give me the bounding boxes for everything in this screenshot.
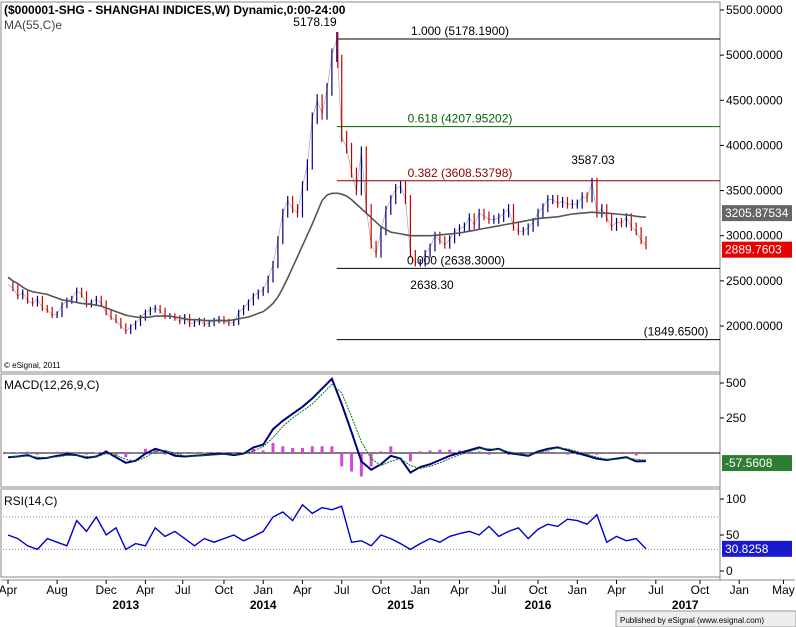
- x-month-label: Apr: [293, 583, 312, 597]
- price-tick-label: 5500.0000: [726, 3, 783, 17]
- rsi-tick-label: 50: [726, 528, 740, 542]
- ma-line: [7, 192, 647, 322]
- x-month-label: Dec: [95, 583, 116, 597]
- panel-frame-2: [0, 488, 721, 578]
- rsi-value-tag: 30.8258: [725, 542, 769, 556]
- x-year-label: 2014: [250, 598, 277, 612]
- price-annotation: 2638.30: [410, 278, 454, 292]
- price-tick-label: 2500.0000: [726, 274, 783, 288]
- price-tick-label: 3500.0000: [726, 184, 783, 198]
- x-month-label: Apr: [0, 583, 17, 597]
- x-month-label: Jan: [730, 583, 749, 597]
- x-month-label: Oct: [529, 583, 548, 597]
- x-month-label: Oct: [372, 583, 391, 597]
- rsi-tick-label: 0: [726, 564, 733, 578]
- x-month-label: Apr: [607, 583, 626, 597]
- price-annotation: 5178.19: [293, 15, 337, 29]
- copyright-text: © eSignal, 2011: [4, 361, 61, 370]
- x-month-label: Apr: [136, 583, 155, 597]
- macd-line: [7, 377, 647, 474]
- close-value-tag-bg: [722, 241, 792, 258]
- x-month-label: Oct: [215, 583, 234, 597]
- x-month-label: Jan: [254, 583, 273, 597]
- ma-value-tag: 3205.87534: [725, 206, 789, 220]
- signal-line: [7, 383, 647, 469]
- price-annotation: 3587.03: [571, 153, 615, 167]
- macd-value-tag-bg: [722, 455, 792, 472]
- panel-frame-0: [0, 1, 721, 373]
- footer-text: Published by eSignal (www.esignal.com): [620, 616, 764, 625]
- ma-label: MA(55,C)e: [4, 18, 62, 32]
- x-month-label: Jul: [175, 583, 190, 597]
- price-tick-label: 5000.0000: [726, 48, 783, 62]
- fib-level-label: 0.000 (2638.3000): [407, 253, 505, 267]
- x-year-label: 2017: [672, 598, 699, 612]
- x-month-label: Jul: [491, 583, 506, 597]
- price-tick-label: 4000.0000: [726, 138, 783, 152]
- close-value-tag: 2889.7603: [725, 243, 782, 257]
- price-chart-title: ($000001-SHG - SHANGHAI INDICES,W) Dynam…: [4, 3, 346, 17]
- footer-box: [615, 610, 796, 627]
- x-month-label: Apr: [450, 583, 469, 597]
- macd-tick-label: 250: [726, 411, 746, 425]
- x-month-label: Oct: [691, 583, 710, 597]
- price-tick-label: 2000.0000: [726, 319, 783, 333]
- x-month-label: Jan: [411, 583, 430, 597]
- macd-panel-title: MACD(12,26,9,C): [4, 378, 99, 392]
- rsi-tick-label: 100: [726, 492, 746, 506]
- rsi-line: [7, 503, 647, 551]
- x-month-label: May: [772, 583, 795, 597]
- x-month-label: Aug: [46, 583, 67, 597]
- price-tick-label: 4500.0000: [726, 93, 783, 107]
- ma-value-tag-bg: [722, 205, 792, 222]
- fib-level-label: 0.618 (4207.95202): [408, 112, 513, 126]
- fib-level-label: (1849.6500): [644, 325, 709, 339]
- fib-level-label: 1.000 (5178.1900): [411, 24, 509, 38]
- x-month-label: Jul: [648, 583, 663, 597]
- price-tick-label: 3000.0000: [726, 229, 783, 243]
- x-year-label: 2016: [525, 598, 552, 612]
- close-line: [7, 38, 647, 332]
- rsi-panel-title: RSI(14,C): [4, 494, 57, 508]
- x-month-label: Jan: [568, 583, 587, 597]
- fib-level-label: 0.382 (3608.53798): [408, 166, 513, 180]
- macd-value-tag: -57.5608: [725, 456, 773, 470]
- rsi-value-tag-bg: [722, 540, 792, 557]
- x-month-label: Jul: [334, 583, 349, 597]
- macd-tick-label: 500: [726, 376, 746, 390]
- x-year-label: 2013: [112, 598, 139, 612]
- x-year-label: 2015: [387, 598, 414, 612]
